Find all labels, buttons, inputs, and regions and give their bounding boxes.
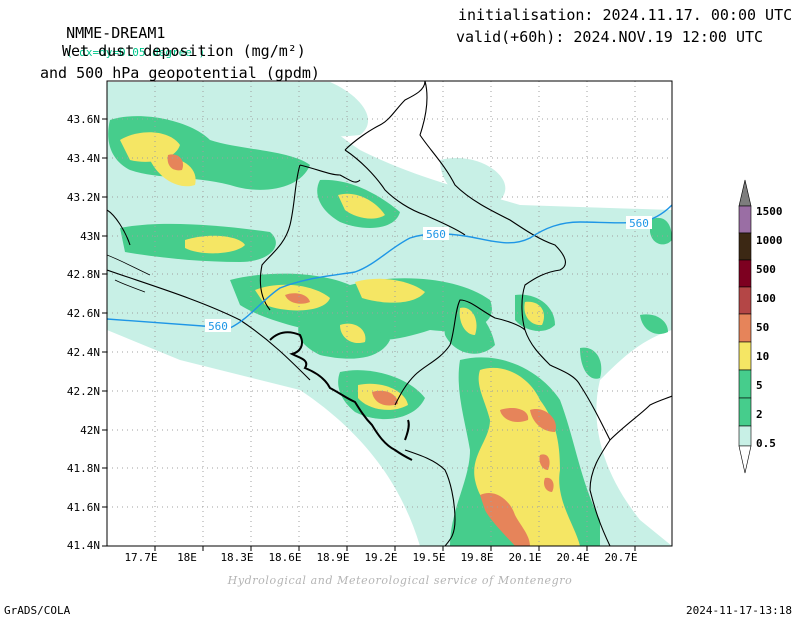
legend-swatch	[738, 205, 752, 234]
legend-swatch	[738, 286, 752, 315]
legend-swatch	[738, 369, 752, 399]
dust-field	[107, 82, 672, 546]
legend-label: 50	[756, 321, 769, 334]
dust-area-orange	[285, 293, 310, 304]
lon-label: 19.2E	[364, 551, 397, 564]
lat-label: 41.8N	[67, 462, 100, 475]
lat-lon-grid	[107, 81, 672, 546]
lon-label: 19.8E	[460, 551, 493, 564]
lat-label: 43.2N	[67, 191, 100, 204]
country-borders	[107, 81, 672, 546]
lon-label: 18.3E	[220, 551, 253, 564]
dust-area-green	[298, 316, 390, 359]
dust-area-green	[640, 314, 668, 335]
dust-area-orange	[500, 408, 529, 422]
contour-label: 560	[629, 217, 649, 230]
lon-label: 17.7E	[124, 551, 157, 564]
lat-label: 41.4N	[67, 539, 100, 552]
color-legend: 1500 1000 500 100 50 10 5 2 0.5	[738, 179, 783, 474]
dust-area-yellow	[340, 323, 366, 344]
dust-area-orange	[539, 454, 550, 470]
lon-label: 20.7E	[604, 551, 637, 564]
contour-label: 560	[208, 320, 228, 333]
lon-label: 20.4E	[556, 551, 589, 564]
legend-top-arrow	[738, 179, 752, 207]
model-name: NMME-DREAM1	[66, 24, 166, 42]
dust-area-orange	[543, 477, 554, 492]
contour-label: 560	[426, 228, 446, 241]
dust-area-orange	[480, 492, 530, 546]
legend-label: 10	[756, 350, 769, 363]
software-credit: GrADS/COLA	[4, 604, 71, 617]
legend-swatch	[738, 232, 752, 261]
legend-label: 2	[756, 408, 763, 421]
lat-label: 43.6N	[67, 113, 100, 126]
legend-label: 100	[756, 292, 776, 305]
dust-area-light	[200, 82, 369, 137]
lon-label: 18.9E	[316, 551, 349, 564]
legend-swatch	[738, 313, 752, 343]
lat-label: 43.4N	[67, 152, 100, 165]
dust-area-orange	[530, 409, 556, 432]
lon-label: 18.6E	[268, 551, 301, 564]
dust-area-green	[580, 347, 602, 379]
lon-label: 19.5E	[412, 551, 445, 564]
dust-area-yellow	[120, 132, 180, 162]
legend-label: 500	[756, 263, 776, 276]
legend-label: 0.5	[756, 437, 776, 450]
lat-label: 42.6N	[67, 307, 100, 320]
dust-area-yellow	[524, 301, 545, 326]
legend-label: 1000	[756, 234, 783, 247]
field-title-line2: and 500 hPa geopotential (gpdm)	[40, 64, 320, 82]
model-title: NMME-DREAM1 ( dx=dy=0.05 degree )	[48, 6, 205, 62]
lat-label: 42.2N	[67, 385, 100, 398]
dust-area-green	[650, 217, 672, 245]
legend-swatch	[738, 425, 752, 447]
field-title-line1: Wet dust deposition (mg/m²)	[62, 42, 306, 60]
longitude-labels: 17.7E 18E 18.3E 18.6E 18.9E 19.2E 19.5E …	[124, 551, 637, 564]
legend-swatch	[738, 341, 752, 371]
lat-label: 42.8N	[67, 268, 100, 281]
dust-area-orange	[372, 390, 398, 406]
lat-label: 43N	[80, 230, 100, 243]
legend-label: 1500	[756, 205, 783, 218]
legend-swatch	[738, 397, 752, 427]
init-time: initialisation: 2024.11.17. 00:00 UTC	[458, 6, 793, 24]
dust-area-yellow	[338, 193, 385, 219]
dust-area-yellow	[459, 307, 477, 335]
lat-label: 41.6N	[67, 501, 100, 514]
legend-swatch	[738, 259, 752, 288]
dust-area-yellow	[185, 235, 245, 254]
legend-label: 5	[756, 379, 763, 392]
dust-area-orange	[167, 154, 184, 171]
credit-line: Hydrological and Meteorological service …	[227, 574, 573, 587]
lon-label: 18E	[177, 551, 197, 564]
dust-area-yellow	[355, 278, 425, 303]
lon-label: 20.1E	[508, 551, 541, 564]
geopotential-contour: 560 560 560	[107, 204, 672, 333]
valid-time: valid(+60h): 2024.NOV.19 12:00 UTC	[456, 28, 764, 46]
generated-timestamp: 2024-11-17-13:18	[686, 604, 792, 617]
latitude-labels: 41.4N 41.6N 41.8N 42N 42.2N 42.4N 42.6N …	[67, 113, 100, 552]
dust-area-yellow	[150, 157, 196, 187]
legend-bottom-arrow	[738, 445, 752, 474]
lat-label: 42N	[80, 424, 100, 437]
resolution-note: ( dx=dy=0.05 degree )	[66, 46, 206, 59]
dust-area-light	[440, 158, 506, 203]
lat-label: 42.4N	[67, 346, 100, 359]
axis-ticks	[102, 118, 636, 551]
